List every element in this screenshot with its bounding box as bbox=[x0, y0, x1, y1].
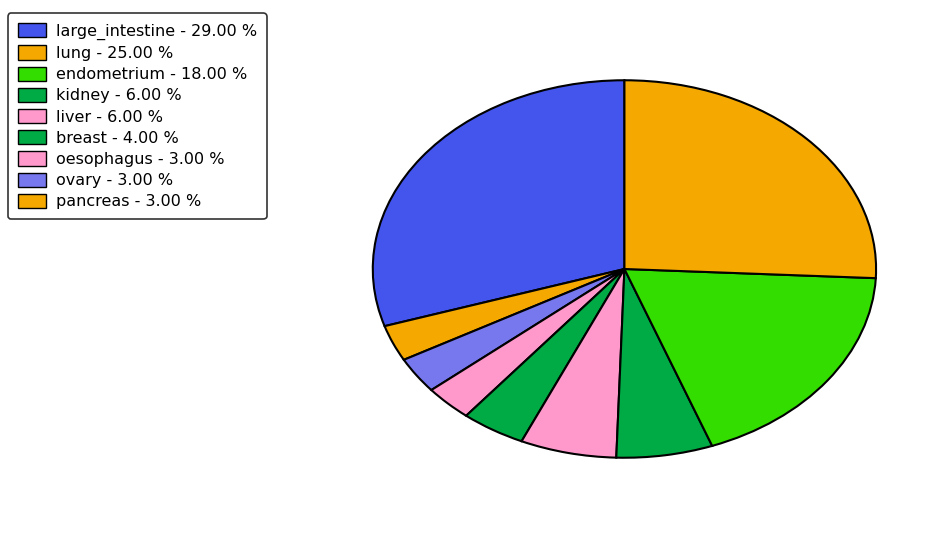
Wedge shape bbox=[466, 269, 624, 441]
Wedge shape bbox=[521, 269, 624, 458]
Wedge shape bbox=[616, 269, 712, 458]
Wedge shape bbox=[373, 80, 624, 326]
Wedge shape bbox=[431, 269, 624, 416]
Wedge shape bbox=[404, 269, 624, 390]
Wedge shape bbox=[385, 269, 624, 360]
Wedge shape bbox=[624, 269, 876, 446]
Wedge shape bbox=[624, 80, 876, 278]
Legend: large_intestine - 29.00 %, lung - 25.00 %, endometrium - 18.00 %, kidney - 6.00 : large_intestine - 29.00 %, lung - 25.00 … bbox=[8, 13, 267, 219]
